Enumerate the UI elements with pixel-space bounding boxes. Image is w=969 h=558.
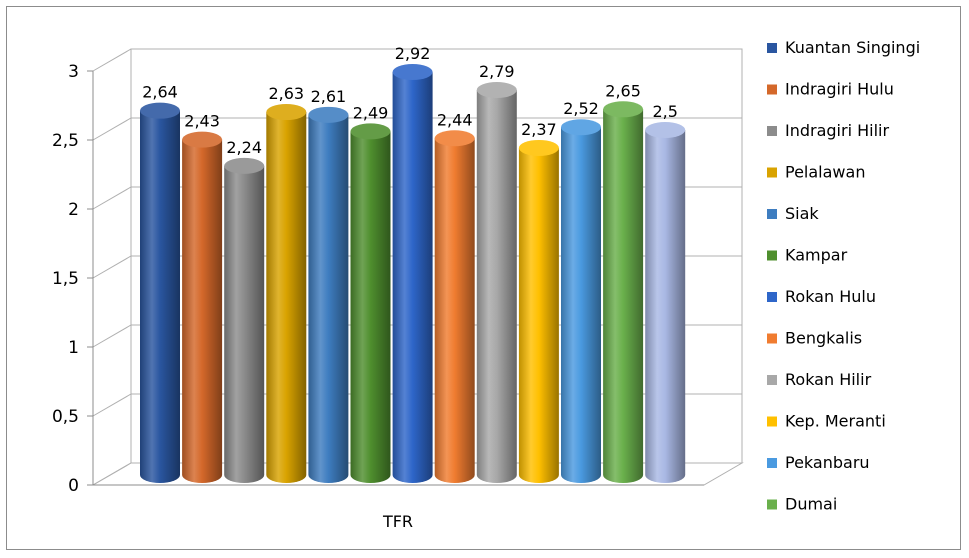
bar-series [140, 64, 686, 484]
legend-label: Rokan Hulu [785, 287, 876, 306]
gridline [92, 117, 742, 141]
bar [476, 89, 517, 483]
bar [434, 138, 475, 483]
data-label: 2,43 [184, 112, 220, 131]
bar-top [350, 123, 391, 140]
bar [308, 114, 349, 483]
legend-label: Kampar [785, 246, 848, 265]
y-tick-label: 1 [68, 338, 79, 358]
bar [518, 147, 559, 483]
y-tick-label: 0,5 [52, 407, 79, 427]
data-label: 2,24 [226, 138, 262, 157]
bar [182, 139, 223, 483]
bar-top [140, 102, 180, 119]
data-label: 2,65 [605, 81, 641, 100]
data-label: 2,49 [353, 103, 389, 122]
bar [645, 130, 686, 483]
gridline [92, 48, 742, 72]
bar-top [603, 101, 644, 118]
x-category-label: TFR [382, 512, 413, 531]
legend-label: Rokan Hilir [785, 370, 872, 389]
legend-label: Kep. Meranti [785, 412, 886, 431]
x-axis: TFR [93, 484, 704, 531]
legend-label: Siak [785, 204, 819, 223]
y-tick-label: 2,5 [52, 131, 79, 151]
legend-swatch [767, 333, 777, 344]
legend-swatch [767, 209, 777, 219]
bar-top [561, 119, 601, 136]
legend-label: Indragiri Hilir [785, 121, 889, 140]
bar [266, 112, 307, 483]
legend-swatch [767, 43, 777, 53]
bar [350, 131, 391, 483]
data-label: 2,5 [652, 102, 677, 121]
y-tick-label: 2 [68, 200, 79, 220]
bar-top [224, 157, 265, 174]
legend-swatch [767, 292, 777, 302]
bar-top [645, 122, 686, 138]
legend-swatch [767, 84, 777, 95]
tfr-bar-chart: 00,511,522,53 2,642,432,242,63 2,612,492,… [52, 38, 920, 531]
legend-swatch [767, 375, 777, 385]
data-label: 2,61 [311, 87, 347, 106]
data-label: 2,92 [395, 44, 431, 63]
chart-frame: 0 0,5 1 1,5 2 2,5 3 2,64 2,43 2,24 2,63 2,61 2,49 2,… [6, 6, 961, 550]
bar [140, 110, 180, 484]
bar [603, 109, 644, 484]
legend-label: Pelalawan [785, 163, 865, 182]
bar-top [308, 106, 349, 123]
grid-lines [92, 48, 742, 486]
data-label: 2,52 [563, 99, 599, 118]
y-tick-label: 0 [68, 476, 79, 496]
data-label: 2,64 [142, 83, 178, 102]
legend-swatch [767, 458, 777, 468]
legend-label: Kuantan Singingi [785, 38, 920, 57]
legend: Kuantan Singingi Indragiri Hulu Indragiri … [767, 38, 920, 514]
y-tick-label: 1,5 [52, 269, 79, 289]
legend-label: Dumai [785, 495, 837, 514]
legend-label: Indragiri Hulu [785, 80, 894, 99]
data-label: 2,37 [521, 120, 557, 139]
legend-swatch [767, 126, 777, 136]
bar [561, 127, 601, 484]
bar [224, 165, 265, 484]
y-tick-label: 3 [68, 62, 79, 82]
legend-label: Bengkalis [785, 329, 862, 348]
data-label: 2,44 [437, 110, 473, 129]
legend-swatch [767, 499, 777, 510]
legend-label: Pekanbaru [785, 453, 870, 472]
data-label: 2,79 [479, 62, 515, 81]
bar-top [476, 81, 517, 98]
legend-swatch [767, 416, 777, 427]
legend-swatch [767, 167, 777, 178]
bar-top [392, 64, 433, 81]
legend-swatch [767, 250, 777, 261]
data-labels: 2,64 2,43 2,24 2,63 2,61 2,49 2,92 2,44 2,79 2,37… [142, 44, 678, 157]
bar-top [518, 139, 559, 156]
bar-top [434, 130, 475, 147]
data-label: 2,63 [268, 84, 304, 103]
bar-top [182, 131, 223, 148]
y-axis: 0 0,5 1 1,5 2 2,5 3 [52, 62, 94, 496]
bar [392, 72, 433, 483]
bar-top [266, 104, 307, 121]
